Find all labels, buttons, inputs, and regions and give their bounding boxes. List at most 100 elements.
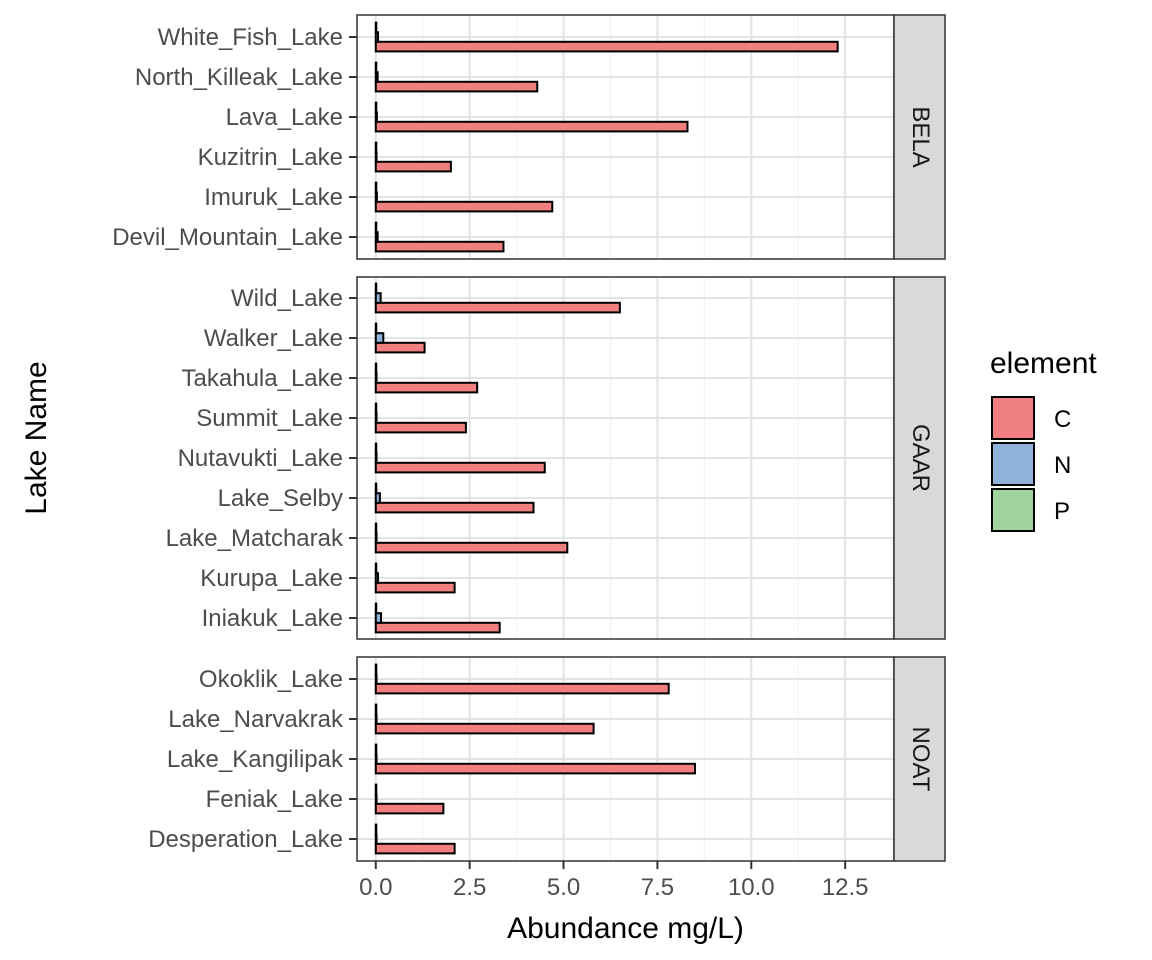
x-tick-label: 7.5 (641, 874, 674, 901)
bar-n (374, 292, 382, 304)
facet-strip-label: BELA (907, 106, 934, 167)
bar-c (374, 80, 539, 93)
bar-n (374, 572, 380, 584)
x-tick-label: 2.5 (453, 874, 486, 901)
bar-n (374, 532, 378, 544)
facet-strip-label: GAAR (907, 424, 934, 492)
legend-title: element (990, 347, 1097, 380)
y-tick-label: Lake_Kangilipak (167, 746, 344, 773)
bar-c (374, 802, 445, 815)
bar-n (374, 673, 378, 685)
y-tick-label: Kuzitrin_Lake (198, 144, 343, 171)
y-tick-label: Nutavukti_Lake (178, 445, 343, 472)
bar-c (374, 461, 546, 474)
bar-p (374, 322, 378, 335)
y-tick-label: Okoklik_Lake (199, 666, 343, 693)
bar-p (374, 442, 378, 455)
bar-p (374, 181, 378, 194)
bar-c (374, 160, 452, 173)
y-axis-title: Lake Name (20, 361, 53, 514)
bar-c (374, 421, 467, 434)
y-tick-label: Imuruk_Lake (204, 184, 343, 211)
y-tick-label: Desperation_Lake (148, 826, 343, 853)
bar-p (374, 562, 378, 575)
bar-c (374, 120, 689, 133)
bar-p (374, 522, 378, 535)
facet-strip (893, 276, 946, 640)
legend-key-c (991, 396, 1035, 440)
bar-n (374, 713, 378, 725)
y-tick-label: Devil_Mountain_Lake (112, 224, 343, 251)
bar-n (374, 372, 378, 384)
bar-n (374, 231, 379, 243)
y-tick-label: Lake_Narvakrak (168, 706, 344, 733)
y-tick-label: Takahula_Lake (182, 365, 343, 392)
x-tick-label: 12.5 (822, 874, 869, 901)
legend-label-c: C (1054, 406, 1071, 433)
bar-n (374, 71, 379, 83)
bar-c (374, 581, 456, 594)
y-tick-label: Lake_Selby (218, 485, 343, 512)
bar-p (374, 823, 378, 836)
y-tick-label: Walker_Lake (204, 325, 343, 352)
y-tick-label: White_Fish_Lake (158, 24, 343, 51)
legend-key-p (991, 488, 1035, 532)
bar-n (374, 793, 378, 805)
bar-p (374, 663, 378, 676)
y-tick-label: Wild_Lake (231, 285, 343, 312)
x-tick-label: 10.0 (728, 874, 775, 901)
facet-strip (893, 656, 946, 862)
y-tick-label: Summit_Lake (196, 405, 343, 432)
bar-n (374, 332, 385, 344)
bar-p (374, 482, 378, 495)
bar-n (374, 412, 378, 424)
bar-n (374, 452, 378, 464)
panel-background (357, 15, 894, 259)
bar-n (374, 151, 378, 163)
bar-n (374, 31, 380, 43)
bar-c (374, 301, 621, 314)
bar-c (374, 682, 670, 695)
y-tick-label: Iniakuk_Lake (202, 605, 343, 632)
bar-p (374, 402, 378, 415)
bar-c (374, 762, 696, 775)
x-axis-title: Abundance mg/L) (507, 912, 744, 945)
bar-p (374, 101, 378, 114)
bar-n (374, 191, 378, 203)
x-tick-label: 0.0 (359, 874, 392, 901)
facet-strip (893, 14, 946, 260)
bar-c (374, 40, 839, 53)
legend-key-n (991, 442, 1035, 486)
legend-label-p: P (1054, 498, 1070, 525)
bar-n (374, 612, 383, 624)
bar-c (374, 722, 595, 735)
bar-c (374, 200, 554, 213)
bar-n (374, 753, 378, 765)
y-tick-label: Kurupa_Lake (200, 565, 343, 592)
bar-p (374, 221, 378, 234)
bar-p (374, 141, 378, 154)
bar-c (374, 501, 535, 514)
bar-p (374, 61, 378, 74)
bar-c (374, 842, 456, 855)
bar-n (374, 492, 381, 504)
bar-c (374, 240, 505, 253)
facet-strip-label: NOAT (907, 727, 934, 792)
bar-p (374, 362, 378, 375)
bar-p (374, 743, 378, 756)
bar-p (374, 21, 378, 34)
bar-p (374, 282, 378, 295)
bar-p (374, 783, 378, 796)
bar-n (374, 833, 378, 845)
bar-c (374, 541, 569, 554)
y-tick-label: Feniak_Lake (206, 786, 343, 813)
y-tick-label: North_Killeak_Lake (135, 64, 343, 91)
bar-n (374, 111, 378, 123)
bar-c (374, 381, 479, 394)
x-tick-label: 5.0 (547, 874, 580, 901)
y-tick-label: Lava_Lake (226, 104, 343, 131)
bar-c (374, 621, 501, 634)
bar-c (374, 341, 426, 354)
